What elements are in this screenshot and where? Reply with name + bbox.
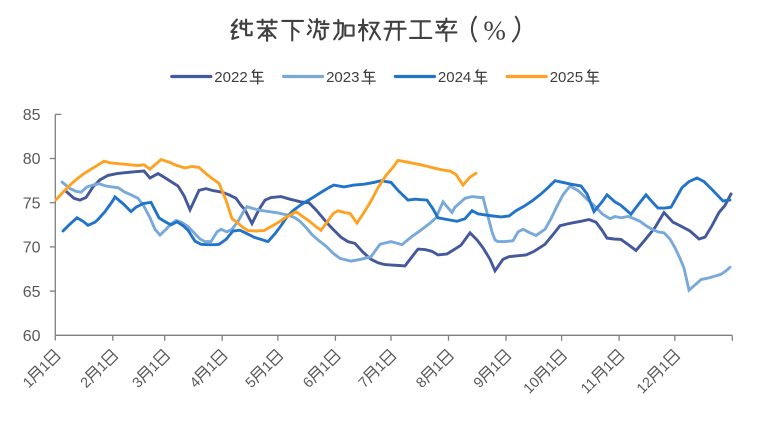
svg-text:60: 60	[23, 328, 41, 345]
svg-text:70: 70	[23, 240, 41, 257]
svg-text:2025: 2025	[550, 69, 583, 86]
svg-text:80: 80	[23, 151, 41, 168]
svg-text:2023: 2023	[326, 69, 359, 86]
svg-text:2024: 2024	[438, 69, 471, 86]
svg-text:65: 65	[23, 284, 41, 301]
svg-text:2022: 2022	[214, 69, 247, 86]
svg-text:%: %	[483, 16, 506, 46]
svg-text:85: 85	[23, 107, 41, 124]
svg-text:75: 75	[23, 195, 41, 212]
